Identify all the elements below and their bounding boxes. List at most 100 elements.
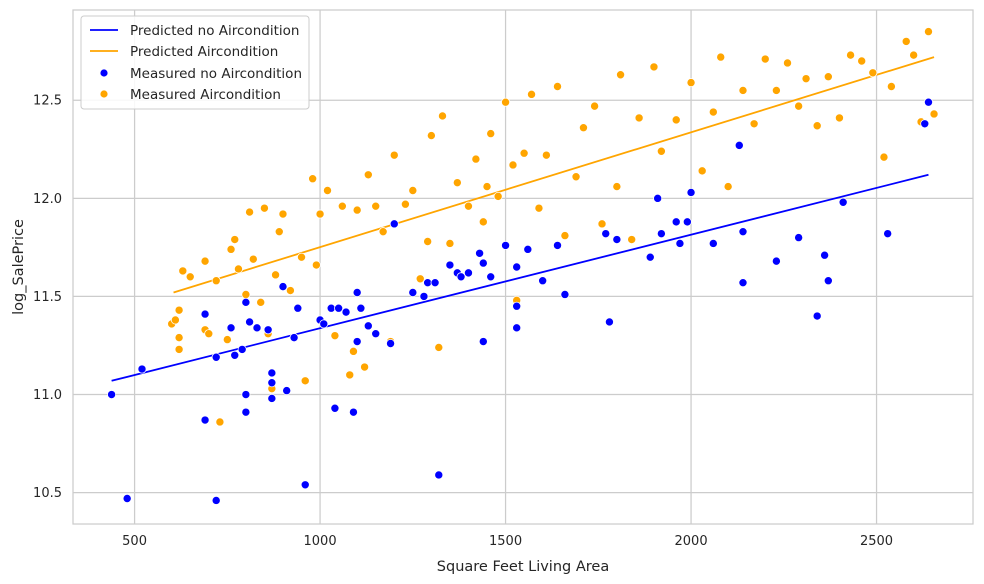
point-measured-aircondition — [879, 152, 889, 162]
point-measured-aircondition — [571, 172, 581, 182]
point-measured-aircondition — [749, 119, 759, 129]
point-measured-aircondition — [371, 201, 381, 211]
x-tick-label: 1500 — [489, 534, 522, 549]
point-measured-aircondition — [716, 52, 726, 62]
point-measured-no-aircondition — [122, 493, 132, 503]
point-measured-aircondition — [322, 185, 332, 195]
point-measured-aircondition — [330, 331, 340, 341]
point-measured-aircondition — [300, 376, 310, 386]
point-measured-no-aircondition — [341, 307, 351, 317]
point-measured-no-aircondition — [293, 303, 303, 313]
x-tick-label: 500 — [122, 534, 147, 549]
point-measured-aircondition — [363, 170, 373, 180]
legend-label-measured-no-aircondition: Measured no Aircondition — [130, 66, 302, 82]
point-measured-no-aircondition — [771, 256, 781, 266]
point-measured-no-aircondition — [794, 233, 804, 243]
point-measured-no-aircondition — [137, 364, 147, 374]
point-measured-aircondition — [886, 82, 896, 92]
point-measured-no-aircondition — [326, 303, 336, 313]
point-measured-aircondition — [909, 50, 919, 60]
point-measured-no-aircondition — [920, 119, 930, 129]
point-measured-aircondition — [185, 272, 195, 282]
point-measured-no-aircondition — [211, 495, 221, 505]
point-measured-aircondition — [200, 256, 210, 266]
point-measured-aircondition — [315, 209, 325, 219]
point-measured-aircondition — [274, 227, 284, 237]
legend-label-measured-aircondition: Measured Aircondition — [130, 87, 281, 103]
point-measured-no-aircondition — [211, 352, 221, 362]
point-measured-aircondition — [297, 252, 307, 262]
point-measured-no-aircondition — [686, 187, 696, 197]
point-measured-aircondition — [901, 36, 911, 46]
point-measured-no-aircondition — [419, 291, 429, 301]
point-measured-aircondition — [174, 333, 184, 343]
point-measured-no-aircondition — [430, 278, 440, 288]
point-measured-no-aircondition — [478, 337, 488, 347]
point-measured-no-aircondition — [319, 319, 329, 329]
legend: Predicted no Aircondition Predicted Airc… — [80, 15, 310, 110]
x-axis-label: Square Feet Living Area — [437, 559, 609, 575]
point-measured-no-aircondition — [289, 333, 299, 343]
point-measured-aircondition — [426, 131, 436, 141]
point-measured-aircondition — [434, 342, 444, 352]
point-measured-aircondition — [271, 270, 281, 280]
point-measured-no-aircondition — [512, 323, 522, 333]
point-measured-aircondition — [649, 62, 659, 72]
point-measured-no-aircondition — [501, 240, 511, 250]
point-measured-no-aircondition — [708, 238, 718, 248]
point-measured-aircondition — [278, 209, 288, 219]
point-measured-aircondition — [519, 148, 529, 158]
point-measured-no-aircondition — [241, 407, 251, 417]
point-measured-no-aircondition — [682, 217, 692, 227]
point-measured-no-aircondition — [241, 297, 251, 307]
point-measured-aircondition — [415, 274, 425, 284]
data-points — [107, 27, 939, 505]
legend-label-predicted-aircondition: Predicted Aircondition — [130, 44, 278, 60]
point-measured-aircondition — [801, 74, 811, 84]
point-measured-aircondition — [345, 370, 355, 380]
x-tick-label: 2000 — [675, 534, 708, 549]
point-measured-aircondition — [174, 305, 184, 315]
point-measured-aircondition — [612, 182, 622, 192]
point-measured-no-aircondition — [252, 323, 262, 333]
point-measured-aircondition — [723, 182, 733, 192]
point-measured-no-aircondition — [352, 288, 362, 298]
point-measured-no-aircondition — [237, 344, 247, 354]
point-measured-aircondition — [868, 68, 878, 78]
point-measured-no-aircondition — [538, 276, 548, 286]
point-measured-aircondition — [463, 201, 473, 211]
point-measured-no-aircondition — [334, 303, 344, 313]
point-measured-aircondition — [501, 97, 511, 107]
point-measured-no-aircondition — [263, 325, 273, 335]
point-measured-no-aircondition — [738, 278, 748, 288]
point-measured-no-aircondition — [738, 227, 748, 237]
legend-label-predicted-no-aircondition: Predicted no Aircondition — [130, 23, 299, 39]
point-measured-aircondition — [834, 113, 844, 123]
point-measured-aircondition — [929, 109, 939, 119]
plot-frame — [72, 9, 974, 525]
point-measured-aircondition — [671, 115, 681, 125]
point-measured-aircondition — [823, 72, 833, 82]
y-axis-label: log_SalePrice — [11, 219, 27, 315]
point-measured-no-aircondition — [820, 250, 830, 260]
point-measured-no-aircondition — [356, 303, 366, 313]
point-measured-aircondition — [616, 70, 626, 80]
point-measured-no-aircondition — [282, 386, 292, 396]
point-measured-no-aircondition — [675, 238, 685, 248]
point-measured-aircondition — [541, 150, 551, 160]
y-tick-label: 12.5 — [33, 94, 62, 109]
legend-marker-measured-no-aircondition — [99, 68, 109, 78]
point-measured-no-aircondition — [267, 378, 277, 388]
point-measured-no-aircondition — [734, 140, 744, 150]
point-measured-no-aircondition — [486, 272, 496, 282]
point-measured-no-aircondition — [553, 240, 563, 250]
point-measured-aircondition — [708, 107, 718, 117]
point-measured-no-aircondition — [601, 229, 611, 239]
point-measured-aircondition — [423, 236, 433, 246]
legend-marker-measured-aircondition — [99, 89, 109, 99]
point-measured-no-aircondition — [883, 229, 893, 239]
point-measured-aircondition — [578, 123, 588, 133]
point-measured-aircondition — [437, 111, 447, 121]
point-measured-aircondition — [452, 178, 462, 188]
